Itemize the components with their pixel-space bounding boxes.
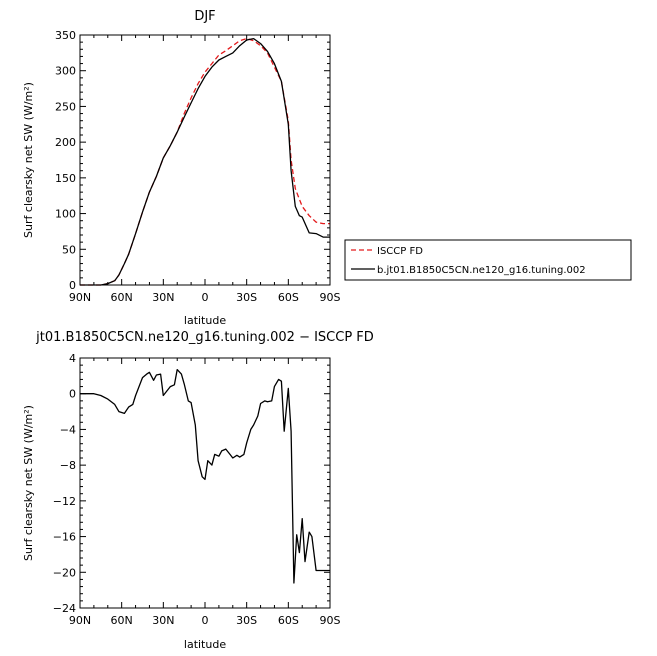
y-tick-label: 200 — [55, 136, 76, 149]
y-tick-label: 300 — [55, 65, 76, 78]
top-panel-x-axis-title: latitude — [184, 314, 226, 327]
x-tick-label: 90N — [69, 614, 91, 627]
x-tick-label: 90N — [69, 291, 91, 304]
x-tick-label: 0 — [202, 291, 209, 304]
legend-label-isccp: ISCCP FD — [377, 246, 423, 257]
x-tick-label: 30N — [152, 291, 174, 304]
x-tick-label: 30N — [152, 614, 174, 627]
y-tick-label: 50 — [62, 243, 76, 256]
series-line-model — [80, 37, 330, 286]
bottom-panel: jt01.B1850C5CN.ne120_g16.tuning.002 − IS… — [22, 330, 374, 651]
series-line-difference — [80, 368, 330, 584]
top-panel-y-axis-title: Surf clearsky net SW (W/m²) — [22, 82, 35, 238]
bottom-panel-x-axis-title: latitude — [184, 638, 226, 651]
y-tick-label: 0 — [69, 279, 76, 292]
x-tick-label: 90S — [320, 291, 341, 304]
x-tick-label: 90S — [320, 614, 341, 627]
y-tick-label: −8 — [60, 459, 76, 472]
bottom-panel-title: jt01.B1850C5CN.ne120_g16.tuning.002 − IS… — [35, 330, 374, 345]
legend: ISCCP FD b.jt01.B1850C5CN.ne120_g16.tuni… — [344, 239, 632, 281]
x-tick-label: 60N — [111, 614, 133, 627]
y-tick-label: 100 — [55, 208, 76, 221]
x-tick-label: 60S — [278, 614, 299, 627]
bottom-panel-axes: 90N 60N 30N 0 30S 60S 90S 4 0 −4 −8 −12 −16 −20 −24 — [53, 352, 341, 627]
x-tick-label: 60N — [111, 291, 133, 304]
y-tick-label: 4 — [69, 352, 76, 365]
y-tick-label: −16 — [53, 531, 76, 544]
top-panel-series — [80, 37, 330, 286]
x-tick-label: 30S — [236, 614, 257, 627]
y-tick-label: −20 — [53, 566, 76, 579]
legend-label-model: b.jt01.B1850C5CN.ne120_g16.tuning.002 — [377, 265, 586, 276]
y-tick-label: 0 — [69, 388, 76, 401]
top-panel-title: DJF — [194, 9, 215, 24]
x-tick-label: 0 — [202, 614, 209, 627]
y-tick-label: −4 — [60, 423, 76, 436]
y-tick-label: 150 — [55, 172, 76, 185]
bottom-panel-series — [80, 368, 330, 584]
y-tick-label: −12 — [53, 495, 76, 508]
y-tick-label: −24 — [53, 602, 76, 615]
x-tick-label: 30S — [236, 291, 257, 304]
bottom-panel-y-axis-title: Surf clearsky net SW (W/m²) — [22, 405, 35, 561]
y-tick-label: 250 — [55, 100, 76, 113]
plot-frame — [79, 34, 331, 286]
y-tick-label: 350 — [55, 29, 76, 42]
x-tick-label: 60S — [278, 291, 299, 304]
legend-box — [344, 239, 632, 281]
top-panel: DJF 90N 60N 30N 0 30S 60S 90S 0 50 100 150 200 250 30… — [22, 9, 341, 327]
top-panel-axes: 90N 60N 30N 0 30S 60S 90S 0 50 100 150 200 250 300 350 — [55, 29, 341, 304]
